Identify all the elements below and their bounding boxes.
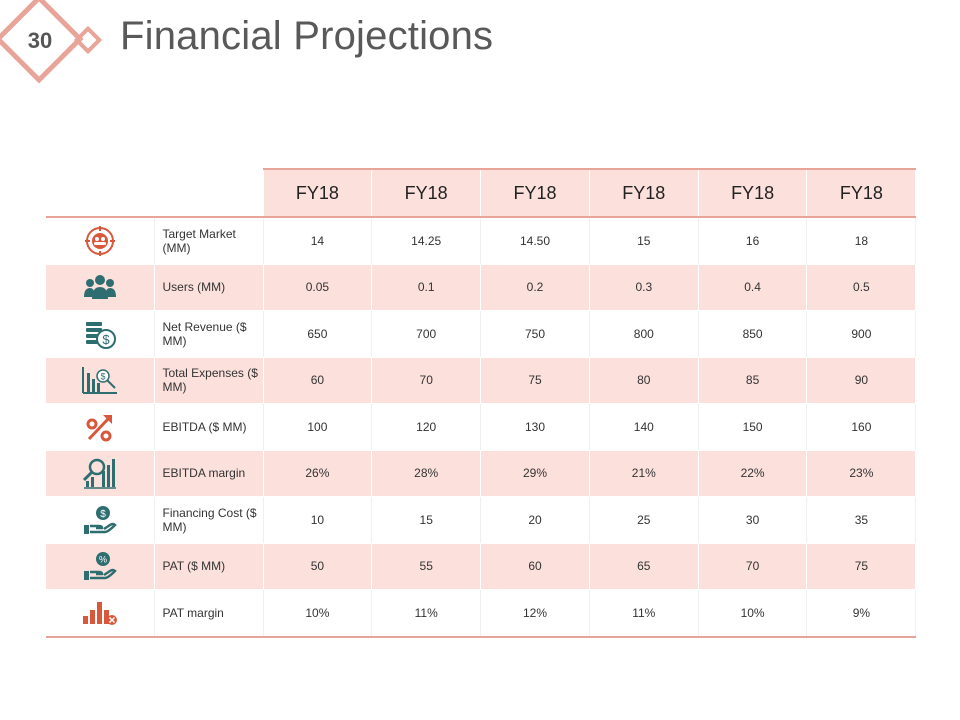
table-cell: 50 xyxy=(263,543,373,590)
users-icon xyxy=(83,275,116,300)
table-cell: 35 xyxy=(806,496,917,544)
column-header: FY18 xyxy=(371,168,482,218)
svg-text:%: % xyxy=(99,555,107,565)
row-label: PAT margin xyxy=(154,589,264,638)
table-cell: 18 xyxy=(806,217,917,265)
page-title: Financial Projections xyxy=(120,14,494,58)
column-header: FY18 xyxy=(589,168,699,218)
table-cell: 11% xyxy=(371,589,482,638)
expense-chart-icon: $ xyxy=(81,367,117,395)
table-cell: 750 xyxy=(480,310,590,358)
slide-number: 30 xyxy=(27,28,53,53)
table-cell: 23% xyxy=(806,450,917,497)
hand-dollar-icon: $ xyxy=(83,505,117,534)
table-cell: 29% xyxy=(480,450,590,497)
table-cell: 26% xyxy=(263,450,373,497)
table-row: EBITDA ($ MM) 100 120 130 140 150 160 xyxy=(46,403,917,451)
row-label: Total Expenses ($ MM) xyxy=(154,357,264,404)
target-market-icon xyxy=(84,225,115,256)
hand-percent-icon: % xyxy=(83,552,117,581)
table-cell: 0.3 xyxy=(589,264,699,311)
table-cell: 25 xyxy=(589,496,699,544)
table-cell: 20 xyxy=(480,496,590,544)
table-cell: 60 xyxy=(263,357,373,404)
table-cell: 75 xyxy=(806,543,917,590)
table-cell: 60 xyxy=(480,543,590,590)
table-cell: 80 xyxy=(589,357,699,404)
column-header: FY18 xyxy=(698,168,808,218)
row-label: Users (MM) xyxy=(154,264,264,311)
table-cell: 150 xyxy=(698,403,808,451)
table-cell: 15 xyxy=(589,217,699,265)
table-cell: 65 xyxy=(589,543,699,590)
header-label-spacer xyxy=(154,169,264,218)
row-label: Financing Cost ($ MM) xyxy=(154,496,264,544)
table-cell: 0.1 xyxy=(371,264,482,311)
row-label: Net Revenue ($ MM) xyxy=(154,310,264,358)
table-row: Target Market (MM) 14 14.25 14.50 15 16 … xyxy=(46,217,917,265)
table-cell: 30 xyxy=(698,496,808,544)
row-label: EBITDA ($ MM) xyxy=(154,403,264,451)
table-cell: 650 xyxy=(263,310,373,358)
table-cell: 800 xyxy=(589,310,699,358)
table-row: $ Total Expenses ($ MM) 60 70 75 80 85 9… xyxy=(46,357,917,404)
table-cell: 10% xyxy=(263,589,373,638)
table-cell: 14 xyxy=(263,217,373,265)
svg-text:$: $ xyxy=(100,509,106,520)
table-row: PAT margin 10% 11% 12% 11% 10% 9% xyxy=(46,589,917,638)
table-cell: 130 xyxy=(480,403,590,451)
svg-text:$: $ xyxy=(100,372,105,382)
table-cell: 10 xyxy=(263,496,373,544)
magnifier-bars-icon xyxy=(82,459,116,489)
table-cell: 850 xyxy=(698,310,808,358)
table-row: EBITDA margin 26% 28% 29% 21% 22% 23% xyxy=(46,450,917,497)
svg-text:$: $ xyxy=(102,332,110,347)
column-header: FY18 xyxy=(480,168,590,218)
table-row: $ Financing Cost ($ MM) 10 15 20 25 30 3… xyxy=(46,496,917,544)
coins-dollar-icon: $ xyxy=(85,321,116,349)
row-label: Target Market (MM) xyxy=(154,217,264,265)
table-cell: 140 xyxy=(589,403,699,451)
table-cell: 90 xyxy=(806,357,917,404)
table-cell: 14.50 xyxy=(480,217,590,265)
table-cell: 160 xyxy=(806,403,917,451)
table-cell: 9% xyxy=(806,589,917,638)
row-label: EBITDA margin xyxy=(154,450,264,497)
header-icon-spacer xyxy=(46,169,155,218)
table-row: Users (MM) 0.05 0.1 0.2 0.3 0.4 0.5 xyxy=(46,264,917,311)
table-cell: 85 xyxy=(698,357,808,404)
row-label: PAT ($ MM) xyxy=(154,543,264,590)
financial-table: FY18 FY18 FY18 FY18 FY18 FY18 xyxy=(46,168,917,638)
diamond-frame-icon xyxy=(0,0,103,84)
table-cell: 28% xyxy=(371,450,482,497)
table-cell: 70 xyxy=(698,543,808,590)
bars-decline-icon xyxy=(82,601,117,625)
table-header-row: FY18 FY18 FY18 FY18 FY18 FY18 xyxy=(46,168,917,218)
table-row: % PAT ($ MM) 50 55 60 65 70 75 xyxy=(46,543,917,590)
table-cell: 14.25 xyxy=(371,217,482,265)
column-header: FY18 xyxy=(806,168,917,218)
table-cell: 70 xyxy=(371,357,482,404)
table-cell: 12% xyxy=(480,589,590,638)
table-cell: 15 xyxy=(371,496,482,544)
table-cell: 75 xyxy=(480,357,590,404)
table-row: $ Net Revenue ($ MM) 650 700 750 800 850… xyxy=(46,310,917,358)
table-cell: 22% xyxy=(698,450,808,497)
column-header: FY18 xyxy=(263,168,373,218)
table-cell: 120 xyxy=(371,403,482,451)
table-cell: 700 xyxy=(371,310,482,358)
table-cell: 0.2 xyxy=(480,264,590,311)
table-cell: 11% xyxy=(589,589,699,638)
table-cell: 0.05 xyxy=(263,264,373,311)
table-cell: 900 xyxy=(806,310,917,358)
table-cell: 100 xyxy=(263,403,373,451)
table-cell: 10% xyxy=(698,589,808,638)
slide-number-badge: 30 xyxy=(0,0,110,84)
table-cell: 0.4 xyxy=(698,264,808,311)
table-cell: 0.5 xyxy=(806,264,917,311)
percent-arrow-icon xyxy=(86,414,112,442)
table-cell: 16 xyxy=(698,217,808,265)
table-cell: 55 xyxy=(371,543,482,590)
table-cell: 21% xyxy=(589,450,699,497)
